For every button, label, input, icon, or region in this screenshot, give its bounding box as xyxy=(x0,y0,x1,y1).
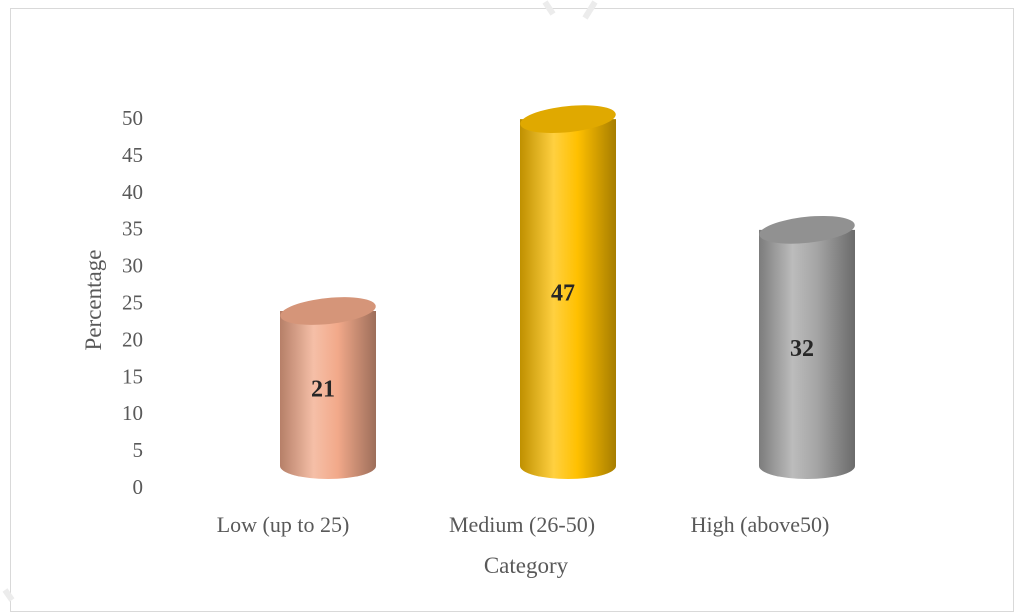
decorative-stroke xyxy=(2,588,15,602)
x-tick-label: Low (up to 25) xyxy=(217,512,350,537)
decorative-stroke xyxy=(582,0,598,20)
y-tick-label: 30 xyxy=(122,254,143,278)
bar-body xyxy=(280,311,376,479)
bar xyxy=(520,105,616,479)
y-tick-label: 50 xyxy=(122,106,143,130)
data-label: 47 xyxy=(551,281,575,307)
bar-top xyxy=(520,105,616,134)
y-tick-label: 15 xyxy=(122,364,143,388)
bar xyxy=(759,215,855,479)
bar-top xyxy=(759,215,855,244)
y-tick-label: 0 xyxy=(133,475,144,499)
y-tick-label: 5 xyxy=(133,438,144,462)
y-tick-label: 45 xyxy=(122,143,143,167)
x-tick-label: High (above50) xyxy=(691,512,830,537)
bar xyxy=(280,297,376,479)
decorative-stroke xyxy=(542,0,556,16)
bar-body xyxy=(759,229,855,479)
bars-group: 21 47 32 xyxy=(280,105,855,479)
x-axis-ticks: Low (up to 25) Medium (26-50) High (above5… xyxy=(217,512,830,537)
y-axis-title: Percentage xyxy=(81,250,106,351)
y-tick-label: 40 xyxy=(122,180,143,204)
y-tick-label: 20 xyxy=(122,327,143,351)
x-axis-title: Category xyxy=(484,553,569,578)
bar-top xyxy=(280,297,376,325)
y-axis-ticks: 0 5 10 15 20 25 30 35 40 45 50 xyxy=(122,106,143,499)
data-label: 32 xyxy=(790,336,814,362)
y-tick-label: 35 xyxy=(122,217,143,241)
x-tick-label: Medium (26-50) xyxy=(449,512,595,537)
data-label: 21 xyxy=(311,377,335,403)
bar-body xyxy=(520,119,616,479)
y-tick-label: 25 xyxy=(122,291,143,315)
y-tick-label: 10 xyxy=(122,401,143,425)
